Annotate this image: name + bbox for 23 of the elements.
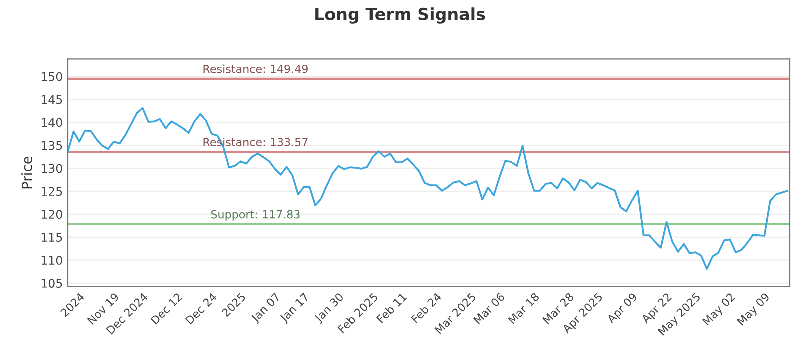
chart-title: Long Term Signals [316, 8, 486, 24]
y-tick-label: 135 [42, 141, 62, 150]
y-tick-label: 140 [42, 118, 62, 128]
ref-line-label: Support: 117.83 [211, 210, 300, 221]
x-tick-label: Jan 30 [314, 292, 346, 324]
y-tick-label: 145 [42, 95, 62, 104]
x-tick-label: Dec 12 [150, 292, 183, 325]
y-tick-label: 125 [42, 187, 62, 196]
x-tick-label: Feb 24 [410, 292, 442, 324]
y-tick-label: 120 [42, 210, 62, 220]
y-tick-label: 110 [42, 256, 62, 266]
line-series [68, 107, 789, 270]
x-tick-label: Apr 09 [606, 292, 640, 326]
y-tick-label: 150 [42, 72, 62, 82]
x-tick-label: Dec 24 [185, 292, 218, 325]
x-tick-label: Jan 17 [279, 292, 311, 324]
x-tick-label: Mar 18 [508, 292, 540, 324]
ref-line-label: Resistance: 149.49 [204, 64, 308, 74]
y-tick-label: 130 [42, 164, 62, 174]
y-tick-label: 115 [42, 233, 62, 242]
y-tick-label: 105 [42, 279, 62, 288]
y-axis-title: Price [22, 156, 32, 189]
x-tick-label: Feb 11 [376, 292, 408, 324]
